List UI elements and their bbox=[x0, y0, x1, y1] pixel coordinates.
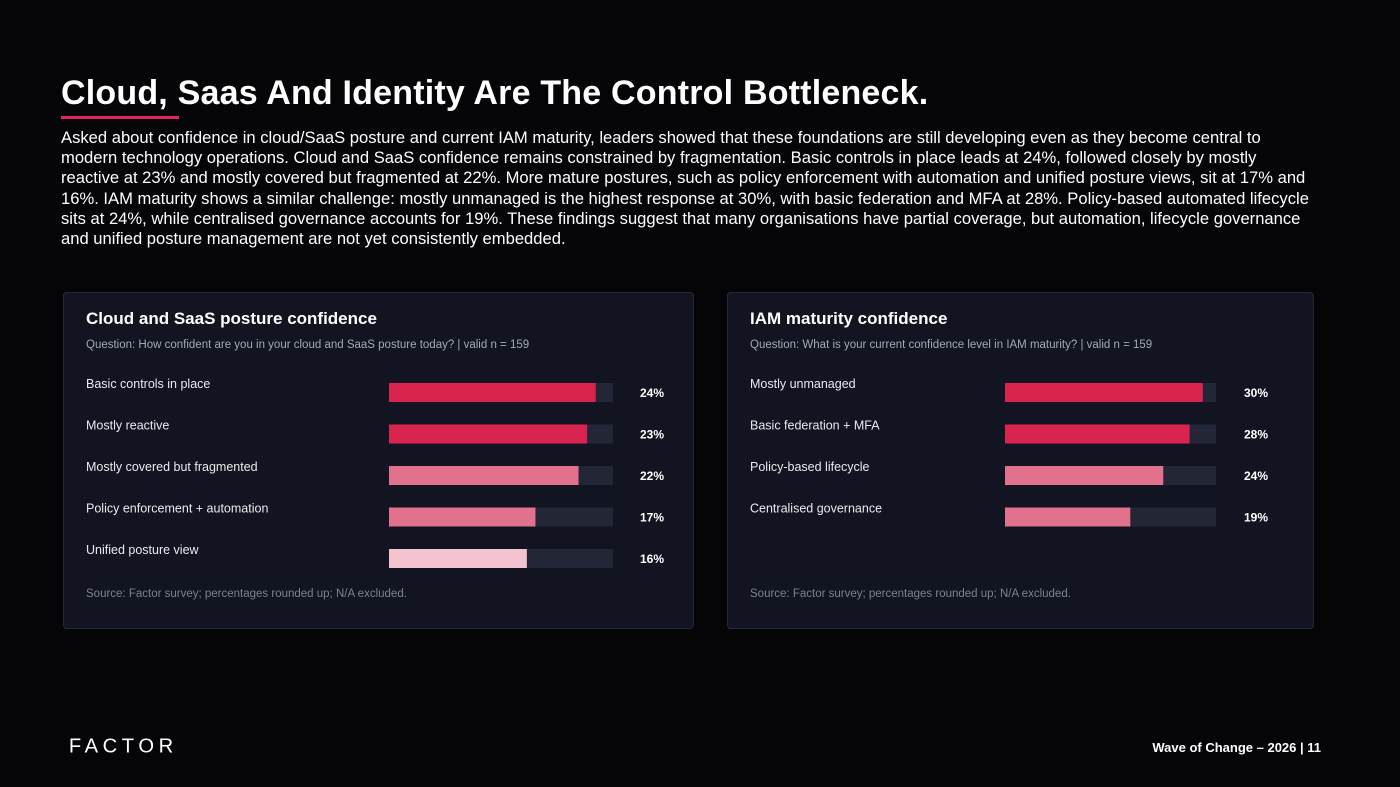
chart-title: IAM maturity confidence bbox=[750, 309, 948, 328]
value-label: 24% bbox=[1244, 469, 1268, 483]
value-label: 17% bbox=[640, 511, 664, 525]
value-label: 16% bbox=[640, 552, 664, 566]
bar bbox=[1005, 507, 1131, 527]
value-label: 22% bbox=[640, 469, 664, 483]
chart-source-note: Source: Factor survey; percentages round… bbox=[750, 588, 1071, 600]
value-label: 28% bbox=[1244, 428, 1268, 442]
chart-subtitle: Question: What is your current confidenc… bbox=[750, 339, 1153, 351]
cloud-saas-chart-card: Cloud and SaaS posture confidence Questi… bbox=[63, 292, 694, 629]
value-label: 24% bbox=[640, 386, 664, 400]
iam-maturity-chart-card: IAM maturity confidence Question: What i… bbox=[727, 292, 1314, 629]
category-label: Centralised governance bbox=[750, 502, 882, 516]
chart-subtitle: Question: How confident are you in your … bbox=[86, 339, 530, 351]
bar bbox=[1005, 424, 1190, 444]
page-footer: Wave of Change – 2026 | 11 bbox=[1152, 740, 1321, 755]
intro-paragraph: Asked about confidence in cloud/SaaS pos… bbox=[61, 128, 1309, 249]
iam-maturity-bar-chart: Mostly unmanaged 30% Basic federation + MF… bbox=[750, 377, 1268, 527]
bar bbox=[389, 549, 527, 568]
category-label: Unified posture view bbox=[86, 543, 200, 557]
factor-logo: FACTOR bbox=[69, 735, 178, 757]
category-label: Mostly unmanaged bbox=[750, 377, 856, 391]
page-title: Cloud, Saas And Identity Are The Control… bbox=[61, 74, 929, 112]
title-underline bbox=[61, 116, 179, 119]
bar bbox=[389, 507, 536, 527]
bar bbox=[389, 424, 588, 444]
chart-title: Cloud and SaaS posture confidence bbox=[86, 309, 377, 328]
bar bbox=[389, 383, 596, 402]
category-label: Policy enforcement + automation bbox=[86, 502, 268, 516]
category-label: Basic federation + MFA bbox=[750, 419, 880, 433]
bar bbox=[389, 466, 579, 485]
cloud-saas-bar-chart: Basic controls in place 24% Mostly reactiv… bbox=[86, 377, 664, 568]
category-label: Basic controls in place bbox=[86, 377, 210, 391]
category-label: Mostly covered but fragmented bbox=[86, 460, 258, 474]
chart-source-note: Source: Factor survey; percentages round… bbox=[86, 588, 407, 600]
value-label: 19% bbox=[1244, 511, 1268, 525]
bar bbox=[1005, 466, 1164, 485]
factor-logo-text: FACTOR bbox=[69, 735, 178, 757]
category-label: Policy-based lifecycle bbox=[750, 460, 870, 474]
value-label: 23% bbox=[640, 428, 664, 442]
bar bbox=[1005, 383, 1203, 402]
value-label: 30% bbox=[1244, 386, 1268, 400]
category-label: Mostly reactive bbox=[86, 419, 169, 433]
